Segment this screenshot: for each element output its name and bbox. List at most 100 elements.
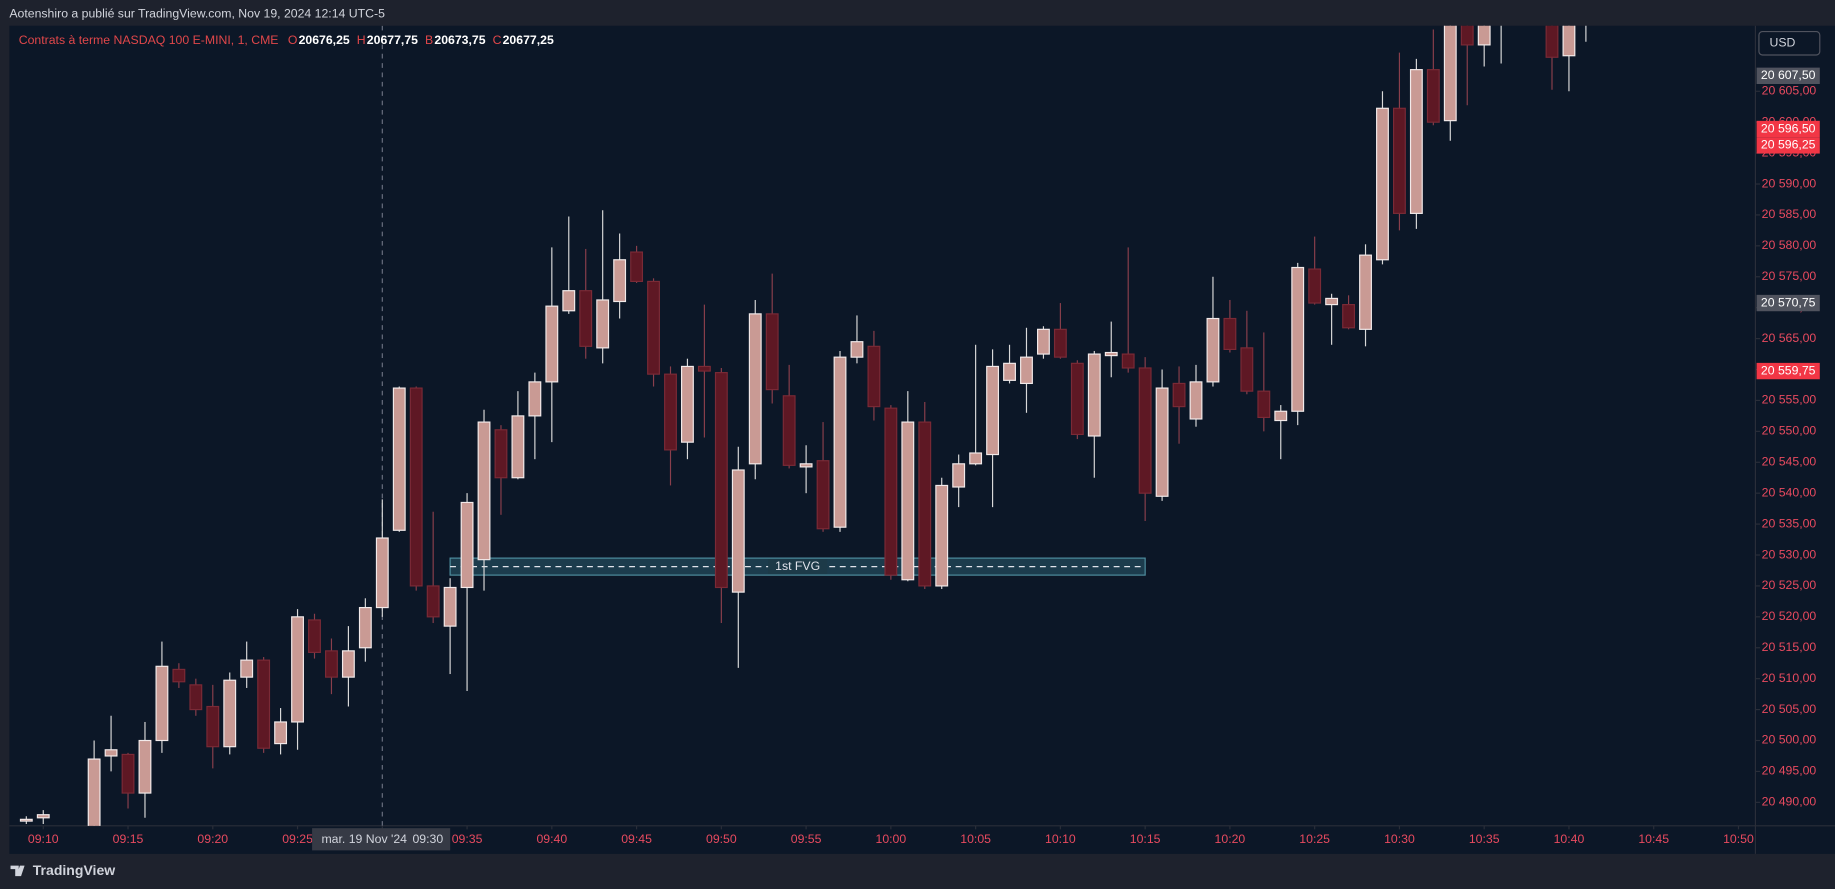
candle-body [291,616,304,723]
y-tick-label: 20 575,00 [1762,269,1817,283]
y-tick-label: 20 495,00 [1762,764,1817,778]
fvg-label: 1st FVG [775,559,820,573]
x-tick-label: 10:00 [876,832,907,846]
candle-body [511,415,525,479]
candle-body [545,305,559,383]
x-tick-label: 09:35 [452,832,483,846]
candle-body [714,372,728,589]
candle-body [155,665,169,742]
y-tick-label: 20 565,00 [1762,331,1817,345]
candle-body [664,373,677,451]
candle-body [765,313,779,391]
candle-body [494,429,508,479]
candle-body [325,650,338,678]
x-tick-label: 09:40 [536,832,567,846]
x-tick-label: 10:50 [1723,832,1754,846]
symbol: Contrats à terme NASDAQ 100 E-MINI, 1, C… [19,33,279,47]
candle-body [358,606,372,649]
candle-body [240,659,254,678]
y-tick-label: 20 525,00 [1762,578,1817,592]
y-tick-label: 20 590,00 [1762,176,1817,190]
price-tag-label: 20 570,75 [1761,295,1816,309]
candle-body [87,758,101,826]
candle-body [1460,25,1474,46]
price-tag [1756,67,1820,85]
candle-body [1223,317,1237,351]
candle-body [1053,328,1067,358]
candle-body [409,387,423,587]
logo [10,865,25,877]
y-tick-label: 20 520,00 [1762,609,1817,623]
candle-body [1003,362,1016,381]
candle-body [935,484,949,587]
candle-body [986,365,1000,456]
y-tick-label: 20 605,00 [1762,84,1817,98]
candle-body [172,668,186,683]
candle-body [731,469,745,593]
price-tag-label: 20 559,75 [1761,363,1816,377]
legend-key: B [425,33,433,47]
price-axis [1755,25,1835,854]
price-tag [1756,120,1820,138]
x-tick-label: 10:35 [1469,832,1500,846]
candle-body [1562,25,1576,57]
candle-body [1291,266,1305,412]
legend-value: 20677,75 [367,33,418,47]
x-tick-label: 10:10 [1045,832,1076,846]
candle-body [782,395,796,466]
price-tag-label: 20 596,25 [1761,138,1816,152]
candle-body [223,679,237,748]
candle-body [1240,347,1254,392]
y-tick-label: 20 515,00 [1762,640,1817,654]
y-tick-label: 20 585,00 [1762,207,1817,221]
legend-key: C [493,33,502,47]
y-tick-label: 20 550,00 [1762,424,1817,438]
candle-body [596,299,610,349]
candle-body [562,290,576,312]
candle-body [1020,356,1033,385]
candle-body [206,705,220,748]
candle-body [443,586,457,627]
candle-body [833,356,847,528]
x-tick-label: 09:20 [197,832,228,846]
candle-body [850,341,864,358]
candle-body [799,463,813,468]
candle-body [477,421,491,561]
pane [9,25,1756,826]
candle-body [1359,254,1372,330]
candle-body [884,407,898,576]
y-tick-label: 20 555,00 [1762,393,1817,407]
candle-body [1392,107,1406,214]
x-tick-label: 09:15 [113,832,144,846]
candle-body [1036,328,1050,355]
currency[interactable]: USD [1769,36,1795,50]
candle-body [308,619,321,653]
candle-body [1308,268,1322,304]
candle-body [1189,381,1203,420]
candle-body [189,684,203,711]
candle-body [647,280,660,375]
candle-body [1172,382,1186,408]
candle-body [19,818,33,822]
crosshair-date: mar. 19 Nov '24 [321,832,407,846]
candle-body [375,537,389,609]
candle-body [579,290,593,347]
price-tag [1756,294,1820,312]
currency-button[interactable] [1758,30,1821,56]
candle-body [138,739,152,794]
candle-body [901,421,915,581]
y-tick-label: 20 535,00 [1762,516,1817,530]
legend-value: 20677,25 [503,33,554,47]
brand: TradingView [33,862,115,878]
y-tick-label: 20 510,00 [1762,671,1817,685]
y-tick-label: 20 530,00 [1762,547,1817,561]
candle-body [630,251,644,282]
x-tick-label: 09:25 [282,832,313,846]
candle-body [257,659,271,749]
candle-body [528,381,542,417]
y-tick-label: 20 500,00 [1762,733,1817,747]
x-tick-label: 09:55 [791,832,822,846]
x-tick-label: 10:05 [960,832,991,846]
